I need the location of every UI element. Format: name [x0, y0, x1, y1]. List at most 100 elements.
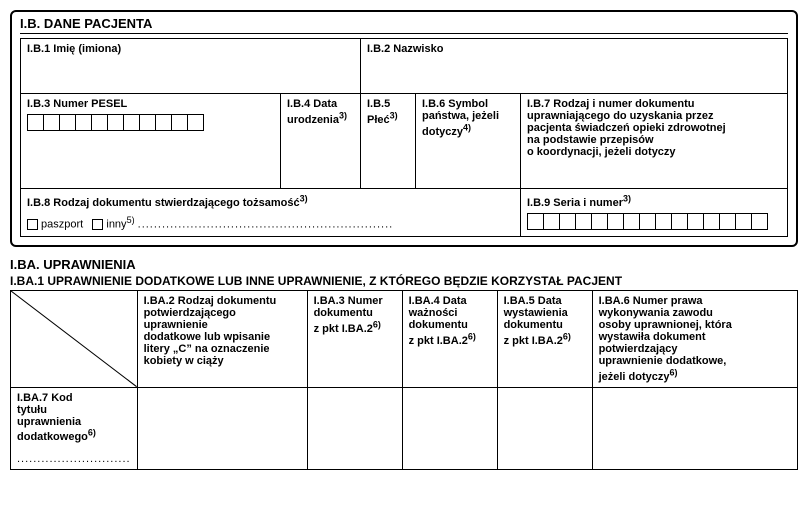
input-cell[interactable] [59, 114, 76, 131]
l-iba4-1: I.BA.4 Data [409, 295, 467, 307]
l-iba3-2: dokumentu [314, 307, 373, 319]
label-ib5-l1: I.B.5 [367, 98, 390, 110]
input-cell[interactable] [751, 213, 768, 230]
iba-row2-c5[interactable] [497, 387, 592, 470]
label-ib2: I.B.2 Nazwisko [367, 43, 443, 55]
label-ib5-l2: Płeć [367, 114, 390, 126]
input-cell[interactable] [559, 213, 576, 230]
l-iba6-5: potwierdzający [599, 343, 678, 355]
l-iba4-4: z pkt I.BA.2 [409, 335, 468, 347]
iba7-dots: ............................ [17, 453, 131, 465]
input-cell[interactable] [687, 213, 704, 230]
l-iba3-sup: 6) [373, 319, 381, 329]
label-ib6-l2: państwa, jeżeli [422, 110, 499, 122]
l-iba6-6: uprawnienie dodatkowe, [599, 355, 727, 367]
iba-table: I.BA.2 Rodzaj dokumentu potwierdzającego… [10, 290, 798, 470]
label-ib9: I.B.9 Seria i numer [527, 197, 623, 209]
checkbox-paszport[interactable] [27, 219, 38, 230]
input-cell[interactable] [187, 114, 204, 131]
field-iba4[interactable]: I.BA.4 Data ważności dokumentu z pkt I.B… [402, 291, 497, 388]
label-ib7-l4: na podstawie przepisów [527, 134, 654, 146]
input-cell[interactable] [171, 114, 188, 131]
opt-inny-sup: 5) [127, 215, 135, 225]
l-iba6-7: jeżeli dotyczy [599, 371, 670, 383]
ib-table: I.B.1 Imię (imiona) I.B.2 Nazwisko I.B.3… [20, 38, 788, 237]
field-ib1[interactable]: I.B.1 Imię (imiona) [21, 39, 361, 94]
section-iba-heading: I.BA. UPRAWNIENIA [10, 257, 798, 272]
section-iba-sub: I.BA.1 UPRAWNIENIE DODATKOWE LUB INNE UP… [10, 274, 798, 288]
input-cell[interactable] [139, 114, 156, 131]
field-ib4[interactable]: I.B.4 Data urodzenia3) [281, 94, 361, 189]
l-iba2-3: dodatkowe lub wpisanie [144, 331, 271, 343]
l-iba5-1: I.BA.5 Data [504, 295, 562, 307]
label-ib7-l2: uprawniającego do uzyskania przez [527, 110, 713, 122]
field-iba2[interactable]: I.BA.2 Rodzaj dokumentu potwierdzającego… [137, 291, 307, 388]
iba-row2-c2[interactable] [137, 387, 307, 470]
l-iba2-5: kobiety w ciąży [144, 355, 224, 367]
l-iba6-2: wykonywania zawodu [599, 307, 713, 319]
l-iba4-3: dokumentu [409, 319, 468, 331]
seria-cells[interactable] [527, 213, 781, 230]
iba-diagonal-cell [11, 291, 138, 388]
iba-row2-c3[interactable] [307, 387, 402, 470]
field-iba5[interactable]: I.BA.5 Data wystawienia dokumentu z pkt … [497, 291, 592, 388]
field-ib7[interactable]: I.B.7 Rodzaj i numer dokumentu uprawniaj… [521, 94, 788, 189]
label-ib3: I.B.3 Numer PESEL [27, 98, 127, 110]
input-cell[interactable] [671, 213, 688, 230]
diagonal-line-icon [11, 291, 137, 387]
l-iba7-sup: 6) [88, 428, 96, 438]
label-ib7-l5: o koordynacji, jeżeli dotyczy [527, 146, 676, 158]
label-ib1: I.B.1 Imię (imiona) [27, 43, 121, 55]
input-cell[interactable] [607, 213, 624, 230]
input-cell[interactable] [623, 213, 640, 230]
l-iba6-3: osoby uprawnionej, która [599, 319, 732, 331]
input-cell[interactable] [75, 114, 92, 131]
section-ib: I.B. DANE PACJENTA I.B.1 Imię (imiona) I… [10, 10, 798, 247]
field-iba6[interactable]: I.BA.6 Numer prawa wykonywania zawodu os… [592, 291, 797, 388]
iba-row2-c6[interactable] [592, 387, 797, 470]
input-cell[interactable] [575, 213, 592, 230]
input-cell[interactable] [719, 213, 736, 230]
iba-row2-c4[interactable] [402, 387, 497, 470]
ib8-options: paszport inny5) ........................… [27, 215, 514, 231]
label-ib6-l1: I.B.6 Symbol [422, 98, 488, 110]
checkbox-inny[interactable] [92, 219, 103, 230]
input-cell[interactable] [735, 213, 752, 230]
field-ib3[interactable]: I.B.3 Numer PESEL [21, 94, 281, 189]
ib8-dots: ........................................… [138, 218, 394, 230]
section-ib-heading: I.B. DANE PACJENTA [20, 16, 788, 34]
l-iba6-4: wystawiła dokument [599, 331, 706, 343]
l-iba4-2: ważności [409, 307, 458, 319]
label-ib7-l1: I.B.7 Rodzaj i numer dokumentu [527, 98, 694, 110]
input-cell[interactable] [655, 213, 672, 230]
input-cell[interactable] [639, 213, 656, 230]
label-ib8-sup: 3) [300, 193, 308, 203]
field-ib9[interactable]: I.B.9 Seria i numer3) [521, 189, 788, 237]
input-cell[interactable] [27, 114, 44, 131]
label-ib4-l1: I.B.4 Data [287, 98, 337, 110]
field-ib8[interactable]: I.B.8 Rodzaj dokumentu stwierdzającego t… [21, 189, 521, 237]
field-ib5[interactable]: I.B.5 Płeć3) [361, 94, 416, 189]
input-cell[interactable] [591, 213, 608, 230]
l-iba4-sup: 6) [468, 331, 476, 341]
field-iba3[interactable]: I.BA.3 Numer dokumentu z pkt I.BA.26) [307, 291, 402, 388]
input-cell[interactable] [155, 114, 172, 131]
label-ib7-l3: pacjenta świadczeń opieki zdrowotnej [527, 122, 726, 134]
l-iba6-sup: 6) [670, 367, 678, 377]
input-cell[interactable] [123, 114, 140, 131]
input-cell[interactable] [107, 114, 124, 131]
input-cell[interactable] [527, 213, 544, 230]
field-ib6[interactable]: I.B.6 Symbol państwa, jeżeli dotyczy4) [416, 94, 521, 189]
l-iba7-4: dodatkowego [17, 431, 88, 443]
l-iba5-4: z pkt I.BA.2 [504, 335, 563, 347]
input-cell[interactable] [91, 114, 108, 131]
field-ib2[interactable]: I.B.2 Nazwisko [361, 39, 788, 94]
input-cell[interactable] [543, 213, 560, 230]
l-iba7-2: tytułu [17, 404, 47, 416]
pesel-cells[interactable] [27, 114, 274, 131]
input-cell[interactable] [703, 213, 720, 230]
field-iba7[interactable]: I.BA.7 Kod tytułu uprawnienia dodatkoweg… [11, 387, 138, 470]
label-ib6-sup: 4) [463, 122, 471, 132]
label-ib8: I.B.8 Rodzaj dokumentu stwierdzającego t… [27, 197, 300, 209]
input-cell[interactable] [43, 114, 60, 131]
